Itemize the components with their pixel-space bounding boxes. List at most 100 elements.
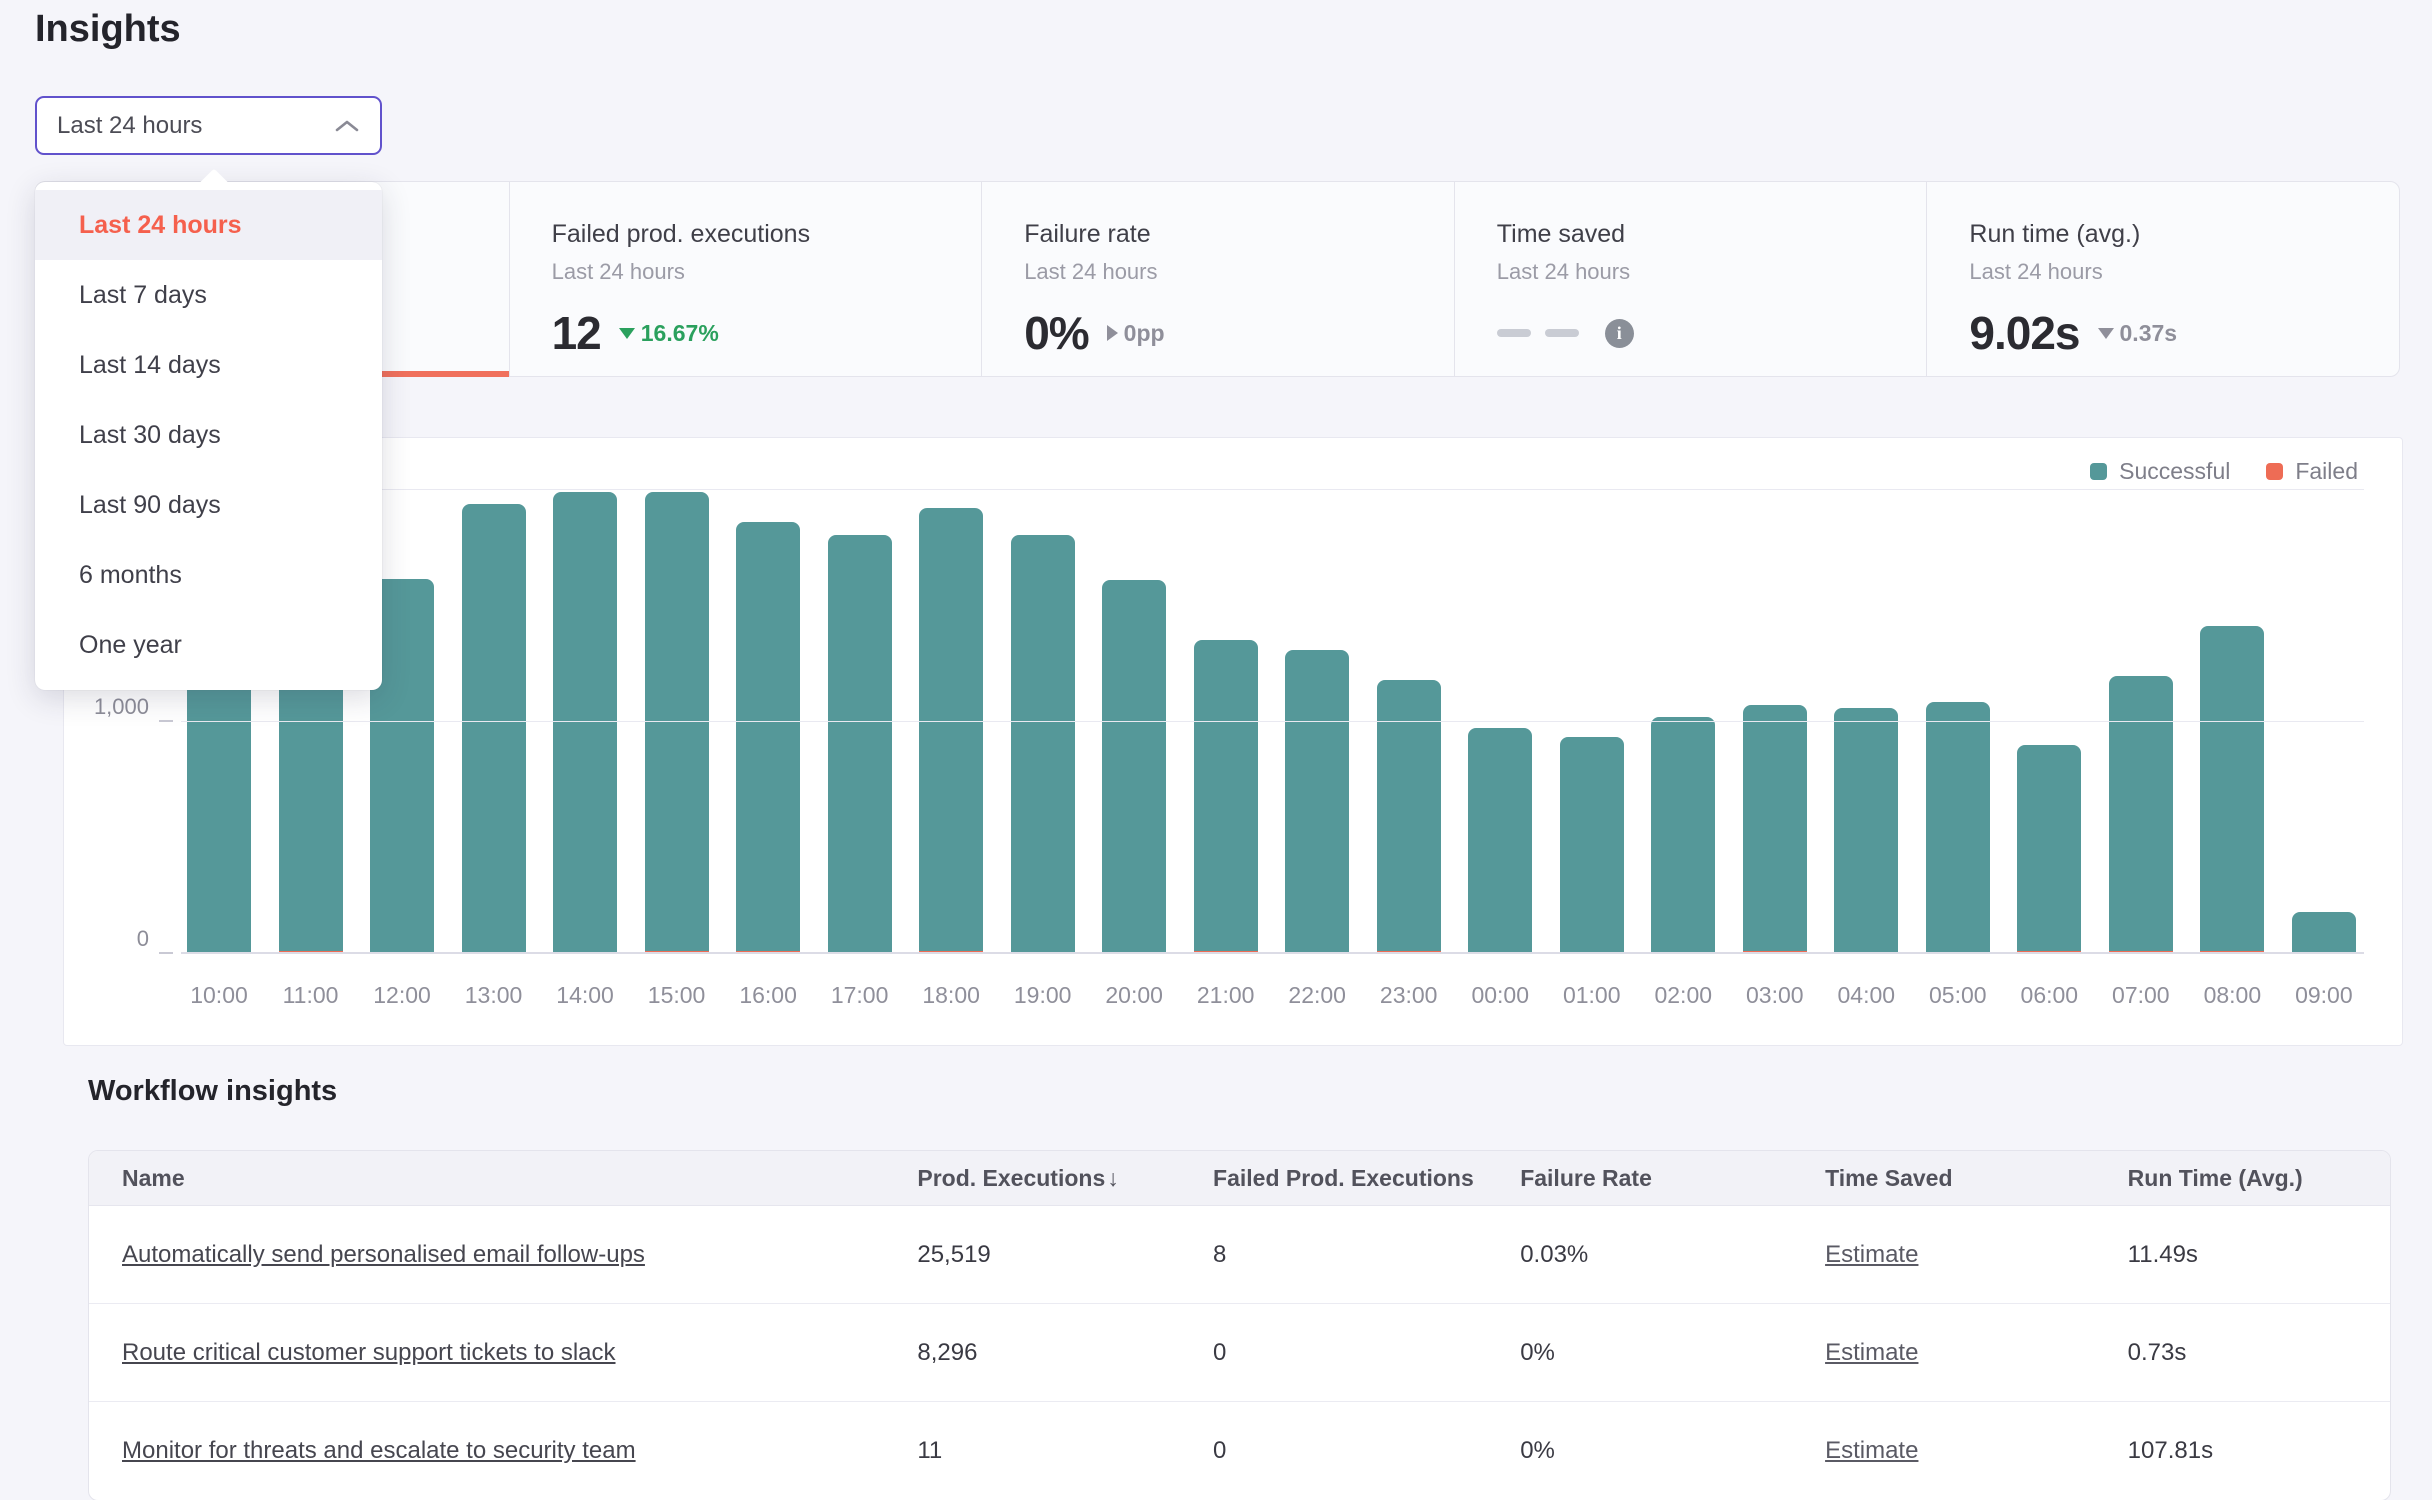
workflow-name-cell: Monitor for threats and escalate to secu… [89, 1437, 917, 1465]
bar-group-07:00[interactable] [2108, 676, 2173, 954]
bar-group-23:00[interactable] [1376, 679, 1441, 954]
stat-card-delta-value: 16.67% [640, 319, 719, 346]
successful-bar-segment [1834, 707, 1899, 954]
bar-group-22:00[interactable] [1285, 650, 1350, 954]
stat-card-3[interactable]: Time saved Last 24 hours i [1453, 182, 1927, 376]
prod-executions-cell: 8,296 [917, 1338, 978, 1366]
x-axis-label: 04:00 [1837, 982, 1896, 1008]
x-axis-label: 00:00 [1471, 982, 1529, 1008]
stat-card-title: Run time (avg.) [1969, 220, 2141, 248]
column-header-name[interactable]: Name [89, 1165, 917, 1192]
bar-group-13:00[interactable] [461, 503, 526, 954]
dash [1544, 329, 1579, 337]
bar-group-02:00[interactable] [1651, 717, 1716, 954]
x-axis-label: 22:00 [1288, 982, 1346, 1008]
successful-bar-segment [1468, 727, 1533, 954]
stat-card-2[interactable]: Failure rate Last 24 hours 0% 0pp [981, 182, 1454, 376]
successful-bar-segment [1925, 701, 1990, 954]
successful-bar-segment [461, 503, 526, 954]
bar-group-17:00[interactable] [827, 535, 892, 954]
menu-item-one-year[interactable]: One year [79, 630, 182, 659]
x-axis-label: 15:00 [647, 982, 706, 1008]
page-title: Insights [35, 8, 181, 50]
x-axis-label: 12:00 [373, 982, 431, 1008]
stat-card-1[interactable]: Failed prod. executions Last 24 hours 12 16… [508, 182, 982, 376]
legend-label: Successful [2119, 458, 2231, 484]
y-axis-label: 0 [136, 926, 149, 951]
x-axis-label: 19:00 [1013, 982, 1072, 1008]
sort-desc-icon: ↓ [1107, 1164, 1119, 1191]
menu-item-last-7-days[interactable]: Last 7 days [79, 280, 207, 309]
bar-group-15:00[interactable] [644, 491, 709, 954]
column-header-run-time-avg-[interactable]: Run Time (Avg.) [2128, 1165, 2390, 1192]
bar-group-00:00[interactable] [1468, 727, 1533, 954]
bar-group-21:00[interactable] [1193, 640, 1258, 954]
legend-label: Failed [2295, 458, 2358, 484]
successful-bar-segment [736, 521, 801, 951]
legend-item-failed[interactable]: Failed [2266, 458, 2358, 485]
column-header-prod-executions[interactable]: Prod. Executions↓ [917, 1165, 1213, 1192]
legend-item-successful[interactable]: Successful [2090, 458, 2230, 485]
successful-bar-segment [827, 535, 892, 954]
bar-group-20:00[interactable] [1102, 580, 1167, 954]
stat-card-value-row: i [1496, 307, 1927, 359]
estimate-link[interactable]: Estimate [1825, 1338, 1919, 1366]
estimate-link[interactable]: Estimate [1825, 1437, 1919, 1464]
stat-card-value: 0% [1024, 307, 1089, 359]
bar-group-05:00[interactable] [1925, 701, 1990, 954]
table-row-2: Monitor for threats and escalate to secu… [89, 1402, 2390, 1500]
x-axis-label: 11:00 [282, 982, 339, 1008]
successful-bar-segment [1010, 535, 1075, 954]
bar-group-03:00[interactable] [1742, 704, 1807, 954]
time-range-select[interactable]: Last 24 hours [35, 96, 382, 155]
bar-group-04:00[interactable] [1834, 707, 1899, 954]
stat-card-value: 12 [551, 307, 602, 359]
menu-item-last-90-days[interactable]: Last 90 days [79, 490, 221, 519]
workflow-name-cell: Route critical customer support tickets … [89, 1339, 917, 1367]
info-icon[interactable]: i [1604, 318, 1634, 348]
estimate-link[interactable]: Estimate [1825, 1240, 1919, 1268]
workflow-name-link[interactable]: Automatically send personalised email fo… [122, 1240, 645, 1268]
column-header-label: Prod. Executions [917, 1164, 1106, 1191]
x-axis-label: 13:00 [464, 982, 523, 1008]
x-axis-label: 03:00 [1745, 982, 1804, 1008]
time-saved-cell: Estimate [1825, 1241, 2128, 1269]
bar-group-18:00[interactable] [919, 507, 984, 954]
table-row-1: Route critical customer support tickets … [89, 1304, 2390, 1402]
bar-group-14:00[interactable] [553, 492, 618, 954]
run-time-cell: 107.81s [2127, 1437, 2214, 1464]
bar-group-08:00[interactable] [2200, 626, 2265, 954]
successful-bar-segment [553, 492, 618, 954]
x-axis-label: 18:00 [922, 982, 980, 1008]
triangle-down-icon [618, 327, 635, 339]
empty-value-dashes [1496, 329, 1579, 337]
bar-group-16:00[interactable] [736, 521, 801, 954]
menu-item-last-14-days[interactable]: Last 14 days [79, 350, 221, 379]
failure-rate-cell: 0% [1520, 1437, 1555, 1464]
column-header-label: Failed Prod. Executions [1213, 1164, 1474, 1191]
menu-item-6-months[interactable]: 6 months [79, 560, 182, 589]
x-axis-label: 17:00 [830, 982, 889, 1008]
x-axis-label: 21:00 [1196, 982, 1255, 1008]
x-axis-label: 16:00 [739, 982, 797, 1008]
x-axis-label: 01:00 [1562, 982, 1621, 1008]
bar-group-09:00[interactable] [2291, 912, 2356, 954]
chevron-up-icon [335, 120, 359, 131]
y-axis-label: 1,000 [93, 694, 149, 719]
workflow-name-link[interactable]: Route critical customer support tickets … [122, 1338, 616, 1366]
menu-item-last-24-hours[interactable]: Last 24 hours [35, 190, 382, 260]
column-header-time-saved[interactable]: Time Saved [1825, 1165, 2128, 1192]
bar-group-06:00[interactable] [2017, 744, 2082, 954]
successful-bar-segment [919, 507, 984, 951]
workflow-name-link[interactable]: Monitor for threats and escalate to secu… [122, 1437, 636, 1464]
x-axis-label: 09:00 [2295, 982, 2353, 1008]
bar-group-19:00[interactable] [1010, 535, 1075, 954]
time-saved-cell: Estimate [1825, 1437, 2128, 1465]
stat-card-delta-value: 0pp [1123, 319, 1165, 346]
column-header-failed-prod-executions[interactable]: Failed Prod. Executions [1213, 1165, 1520, 1192]
stat-card-4[interactable]: Run time (avg.) Last 24 hours 9.02s 0.37s [1926, 182, 2399, 376]
column-header-failure-rate[interactable]: Failure Rate [1520, 1165, 1825, 1192]
menu-item-last-30-days[interactable]: Last 30 days [79, 420, 221, 449]
bar-group-01:00[interactable] [1559, 737, 1624, 954]
successful-bar-segment [1651, 717, 1716, 954]
